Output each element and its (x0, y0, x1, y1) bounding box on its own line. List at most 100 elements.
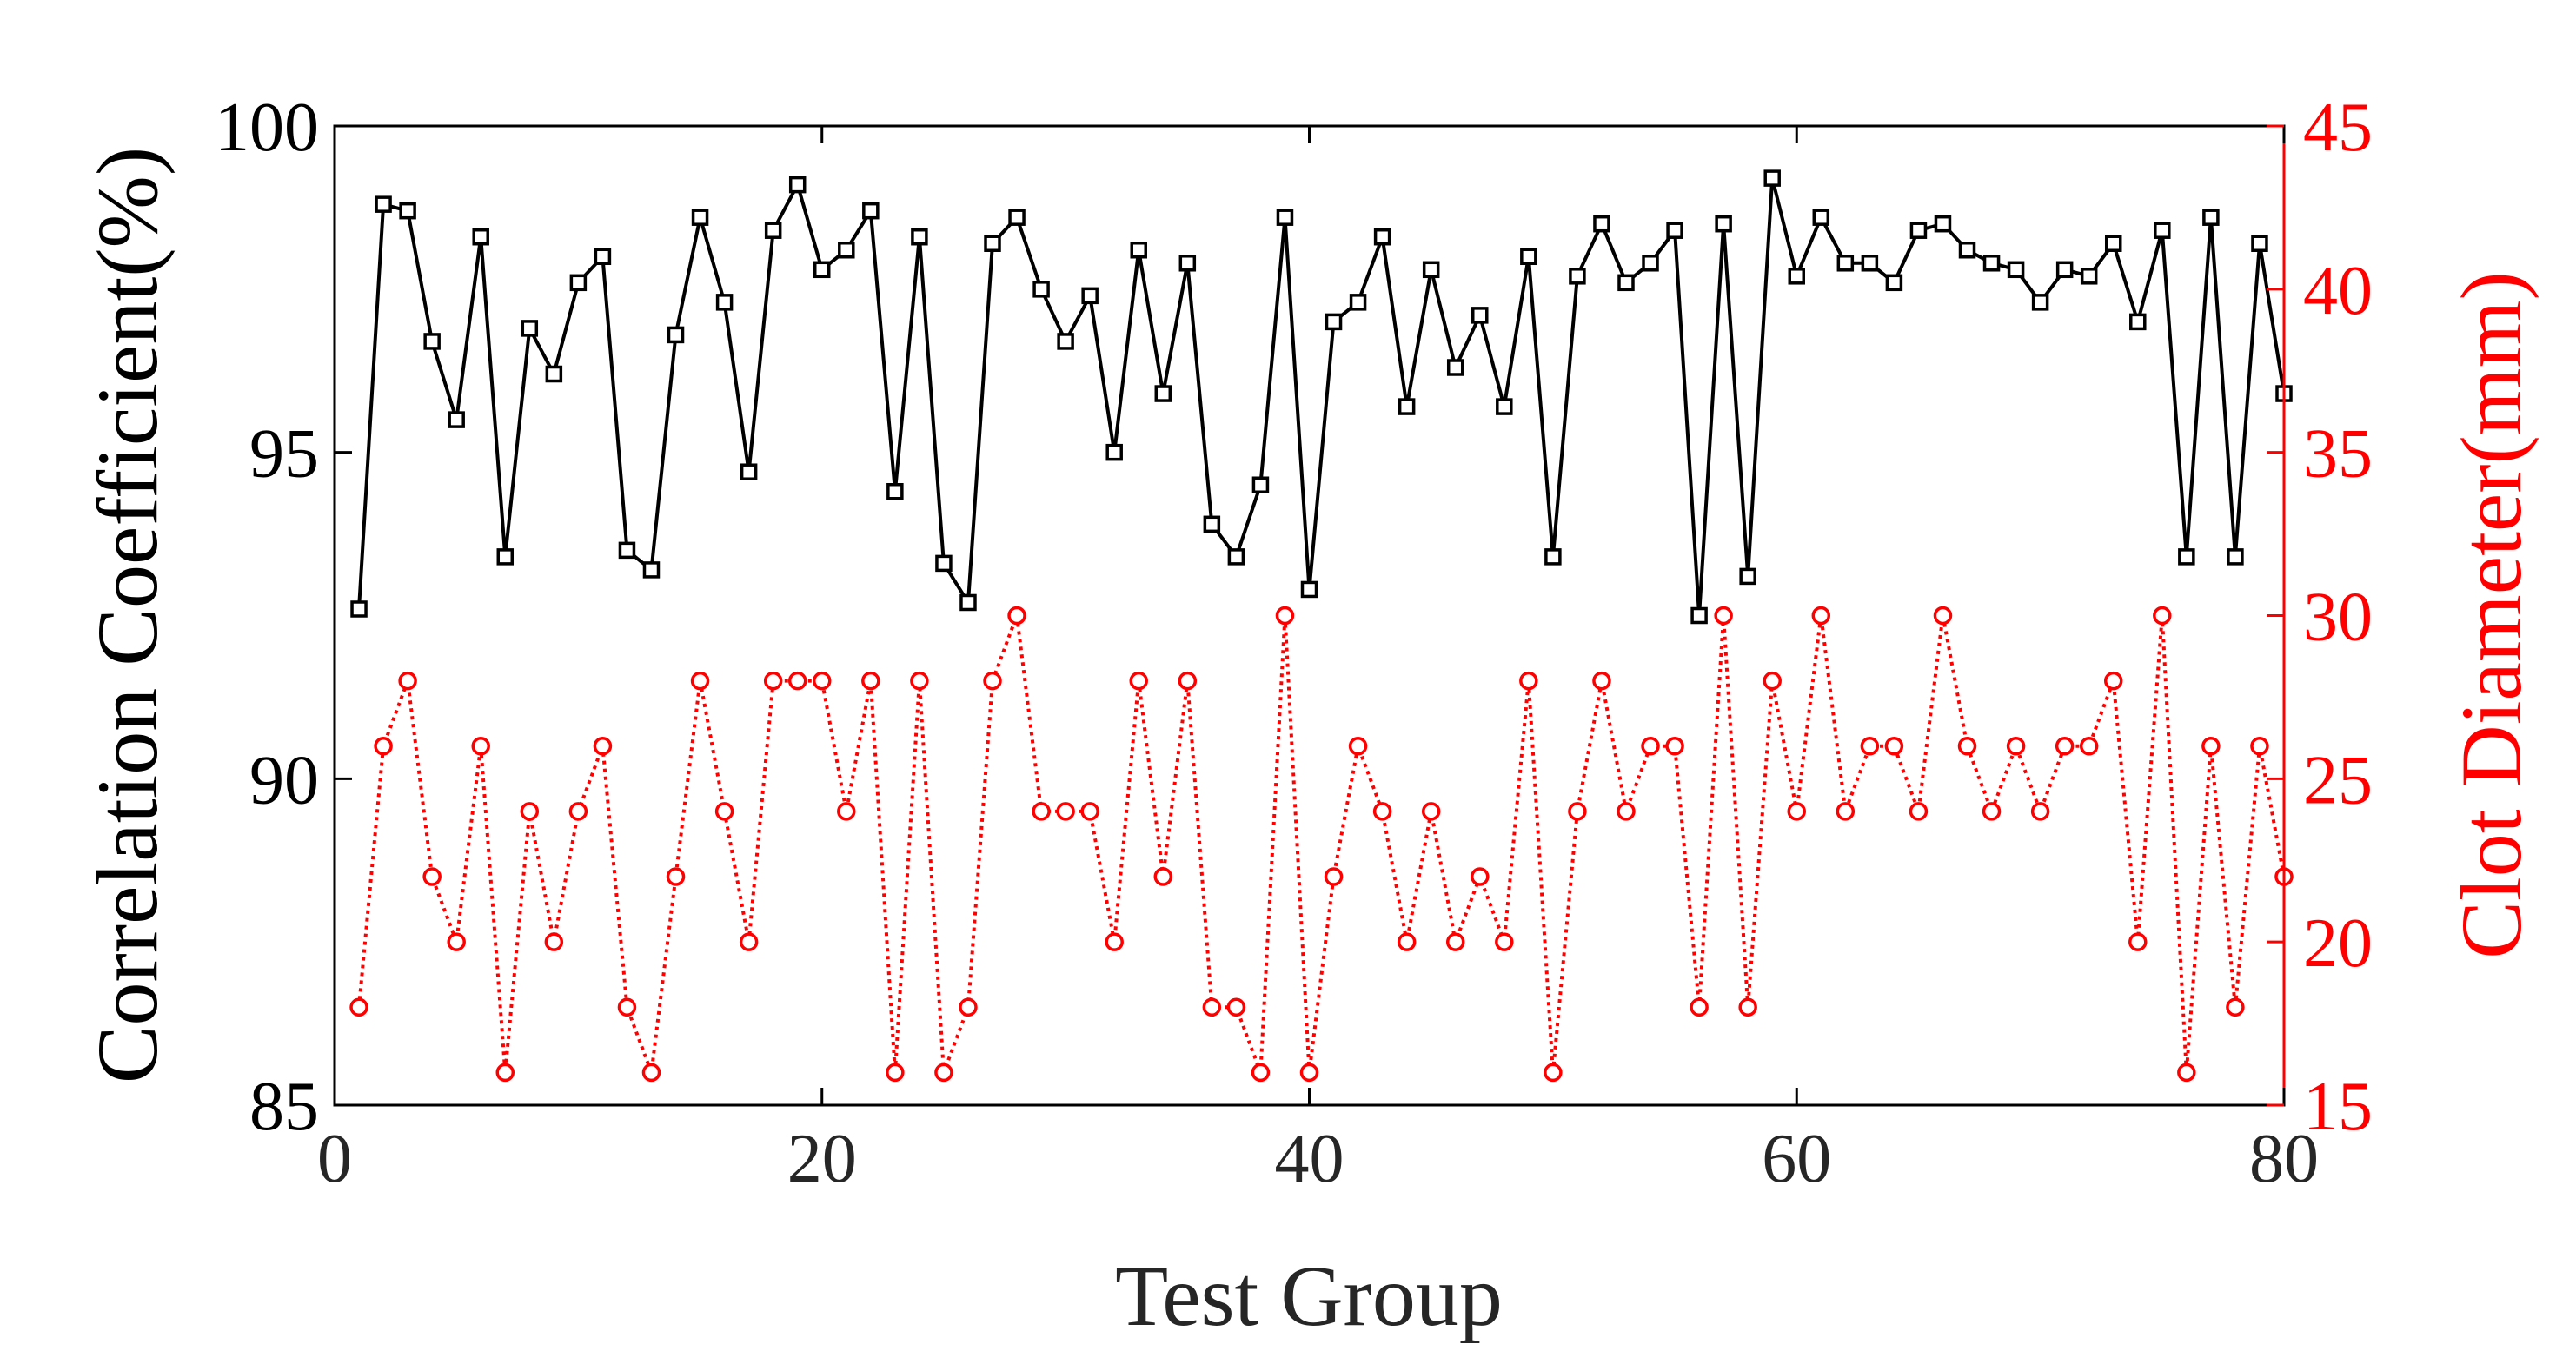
clot-diameter-point (349, 997, 368, 1017)
correlation-point (1739, 567, 1756, 586)
correlation-point (2202, 209, 2220, 226)
y-left-tick-label: 90 (249, 742, 319, 818)
correlation-point (1300, 580, 1318, 599)
clot-diameter-point (1153, 867, 1173, 886)
correlation-point (2104, 235, 2122, 252)
correlation-point (1690, 606, 1708, 625)
correlation-point (1642, 255, 1659, 272)
clot-diameter-point (1275, 606, 1295, 626)
clot-diameter-point (1202, 997, 1222, 1017)
clot-diameter-point (910, 671, 929, 691)
correlation-point (764, 222, 782, 239)
series-layer (349, 169, 2294, 1083)
clot-diameter-point (1982, 802, 2002, 821)
x-tick-label: 0 (317, 1121, 352, 1197)
clot-diameter-point (1957, 737, 1977, 756)
y-left-tick-label: 95 (249, 416, 319, 493)
clot-diameter-point (2055, 737, 2075, 756)
correlation-point (448, 411, 465, 428)
clot-diameter-point (1933, 606, 1953, 626)
correlation-point (594, 248, 612, 266)
correlation-point (1325, 313, 1343, 331)
y-right-tick-label: 25 (2303, 742, 2373, 818)
correlation-point (788, 176, 807, 194)
clot-diameter-point (641, 1063, 661, 1083)
correlation-point (375, 195, 392, 213)
clot-diameter-point (1763, 671, 1782, 691)
x-tick-label: 80 (2249, 1121, 2319, 1197)
correlation-point (935, 554, 953, 573)
clot-diameter-point (1105, 932, 1124, 951)
y-right-tick-label: 20 (2303, 905, 2373, 982)
y-right-tick-label: 45 (2303, 89, 2373, 166)
correlation-point (715, 294, 734, 311)
clot-diameter-point (2103, 671, 2123, 691)
y-right-tick-label: 15 (2303, 1069, 2373, 1145)
correlation-point (423, 333, 441, 350)
correlation-point (618, 541, 636, 560)
clot-diameter-point (1738, 997, 1757, 1017)
x-axis-title: Test Group (1115, 1248, 1503, 1344)
clot-diameter-point (1007, 606, 1026, 626)
clot-diameter-point (861, 671, 880, 691)
clot-diameter-point (2006, 737, 2026, 756)
clot-diameter-point (593, 737, 613, 756)
correlation-point (1836, 255, 1855, 272)
clot-diameter-point (1617, 802, 1636, 821)
correlation-point (1471, 307, 1489, 324)
correlation-point (1105, 443, 1123, 461)
clot-diameter-point (1080, 802, 1099, 821)
correlation-point (1958, 242, 1976, 259)
clot-diameter-point (471, 737, 490, 756)
x-tick-label: 20 (787, 1121, 857, 1197)
clot-diameter-point (1056, 802, 1075, 821)
clot-diameter-point (690, 671, 710, 691)
clot-diameter-point (959, 997, 978, 1017)
clot-diameter-point (1641, 737, 1660, 756)
correlation-point (813, 261, 831, 279)
correlation-point (2227, 548, 2244, 566)
correlation-point (838, 242, 855, 259)
correlation-point (1593, 215, 1610, 233)
clot-diameter-point (886, 1063, 905, 1083)
correlation-point (1130, 242, 1147, 259)
y-right-tick-label: 35 (2303, 416, 2373, 493)
x-tick-label: 40 (1275, 1121, 1344, 1197)
clot-diameter-point (1690, 997, 1709, 1017)
clot-diameter-point (568, 802, 588, 821)
clot-diameter-point (2079, 737, 2099, 756)
correlation-point (1057, 333, 1074, 350)
left-axis-title: Correlation Coefficient(%) (79, 147, 176, 1083)
clot-diameter-point (1372, 802, 1392, 821)
clot-diameter-point (983, 671, 1002, 691)
clot-diameter-point (763, 671, 783, 691)
correlation-point (1154, 385, 1172, 402)
clot-diameter-point (1226, 997, 1246, 1017)
correlation-point (886, 482, 904, 500)
clot-diameter-point (2128, 932, 2148, 951)
correlation-point (911, 228, 928, 246)
y-right-tick-label: 30 (2303, 580, 2373, 656)
clot-diameter-point (1836, 802, 1856, 821)
correlation-point (1861, 255, 1879, 272)
clot-diameter-point (1714, 606, 1733, 626)
clot-diameter-point (1471, 867, 1490, 886)
correlation-point (1251, 476, 1270, 493)
clot-diameter-point (1324, 867, 1344, 886)
correlation-point (569, 274, 588, 292)
correlation-point (2031, 294, 2049, 311)
correlation-point (1617, 274, 1635, 292)
clot-diameter-point (1495, 932, 1514, 951)
correlation-point (1763, 169, 1781, 187)
correlation-point (2154, 222, 2171, 239)
clot-diameter-point (2250, 737, 2269, 756)
clot-diameter-point (1909, 802, 1929, 821)
clot-diameter-point (422, 867, 442, 886)
clot-diameter-point (1178, 671, 1198, 691)
correlation-point (1569, 268, 1586, 285)
correlation-point (667, 326, 685, 344)
clot-diameter-point (1348, 737, 1368, 756)
y-left-tick-label: 85 (249, 1069, 319, 1145)
correlation-point (1666, 222, 1683, 239)
